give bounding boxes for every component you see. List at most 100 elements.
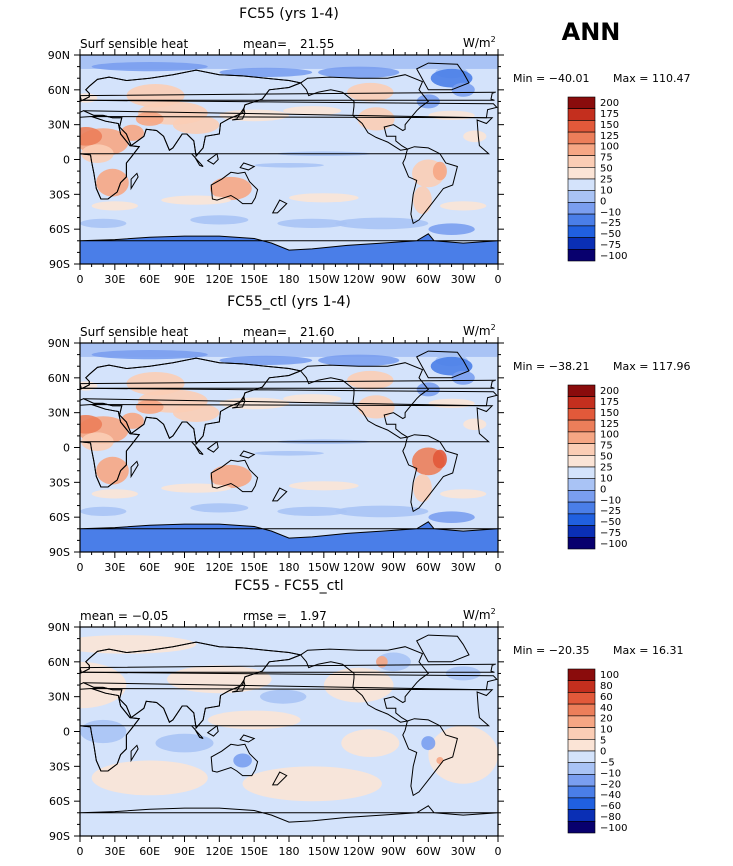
colorbar-box: [567, 478, 596, 491]
field-patch: [428, 223, 475, 235]
colorbar-label: 100: [600, 670, 619, 681]
coastline-antarctica: [80, 233, 498, 251]
colorbar-box: [567, 396, 596, 409]
colorbar-label: 25: [600, 175, 613, 186]
colorbar-box: [567, 668, 596, 681]
colorbar-box: [567, 692, 596, 705]
coastline: [82, 69, 498, 158]
field-patch: [463, 130, 487, 143]
units-label: W/m2: [463, 607, 496, 622]
colorbar-box: [567, 155, 596, 168]
lon-tick-label: 0: [495, 273, 502, 286]
colorbar-box: [567, 237, 596, 250]
field-patch: [335, 505, 429, 518]
lat-tick-label: 30S: [49, 760, 70, 773]
field-patch: [428, 110, 475, 120]
colorbar-label: −25: [600, 218, 621, 229]
field-patch: [91, 201, 138, 211]
lat-tick-label: 90S: [49, 258, 70, 271]
coastline: [416, 350, 470, 379]
colorbar-box: [567, 738, 596, 752]
colorbar-label: 20: [600, 714, 613, 725]
colorbar-label: 60: [600, 692, 613, 703]
panel-stat-value: 21.60: [300, 325, 334, 339]
coastline: [402, 146, 459, 225]
max-label: Max = 117.96: [613, 360, 690, 373]
field-patch: [277, 506, 348, 516]
colorbar-label: 0: [600, 196, 606, 207]
lat-tick-label: 60N: [48, 372, 70, 385]
coastline: [271, 771, 288, 786]
coastline: [130, 172, 139, 191]
coastline: [206, 724, 219, 737]
panel-stat-label: mean=: [243, 37, 287, 51]
colorbar-box: [567, 213, 596, 227]
lon-tick-label: 0: [77, 561, 84, 574]
field-patch: [421, 736, 436, 751]
lat-tick-label: 60N: [48, 656, 70, 669]
lon-tick-label: 60W: [416, 561, 441, 574]
lon-tick-label: 0: [495, 845, 502, 858]
coastline: [191, 725, 204, 739]
lon-tick-label: 120E: [205, 273, 233, 286]
field-patch: [318, 354, 400, 367]
field-patch: [155, 733, 214, 753]
field-patch: [283, 106, 342, 116]
colorbar-label: 25: [600, 463, 613, 474]
colorbar-label: 125: [600, 131, 619, 142]
colorbar-label: 100: [600, 430, 619, 441]
field-patch: [80, 127, 103, 146]
field-patch: [91, 489, 138, 499]
lon-tick-label: 90W: [381, 561, 406, 574]
field-patch: [96, 456, 129, 485]
colorbar-label: −10: [600, 495, 621, 506]
lon-tick-label: 30W: [451, 845, 476, 858]
antarctica-field: [80, 521, 498, 552]
field-patch: [190, 215, 249, 225]
lon-tick-label: 120W: [343, 561, 375, 574]
field-patch: [120, 412, 144, 429]
coastline: [402, 434, 459, 513]
coastline-antarctica: [80, 521, 498, 539]
field-patch: [436, 757, 444, 764]
colorbar-label: −75: [600, 528, 621, 539]
lon-tick-label: 60E: [139, 845, 160, 858]
panel-left-label: mean = −0.05: [80, 609, 169, 623]
colorbar-box: [567, 536, 596, 550]
colorbar-label: −25: [600, 506, 621, 517]
panel-stat-label: rmse =: [243, 609, 287, 623]
panel-stat-value: 1.97: [300, 609, 327, 623]
coastline: [206, 152, 219, 165]
field-patch: [445, 666, 481, 681]
lat-tick-label: 60S: [49, 223, 70, 236]
lon-tick-label: 90E: [174, 845, 195, 858]
lon-tick-label: 120W: [343, 845, 375, 858]
field-patch: [283, 394, 342, 404]
coastlines: [80, 634, 498, 823]
lon-tick-label: 30W: [451, 561, 476, 574]
lat-tick-label: 30S: [49, 476, 70, 489]
map-panel-2: FC55_ctl (yrs 1-4) Surf sensible heat mean…: [48, 294, 691, 574]
lon-tick-label: 150E: [240, 561, 268, 574]
field-patch: [289, 193, 359, 203]
panel-title: FC55_ctl (yrs 1-4): [227, 294, 351, 310]
field-patch: [357, 107, 395, 131]
colorbar-box: [567, 785, 596, 799]
colorbar-box: [567, 419, 596, 433]
field-south: [80, 257, 498, 264]
lat-tick-label: 60N: [48, 84, 70, 97]
colorbar-label: −40: [600, 790, 621, 801]
colorbar-box: [567, 249, 596, 262]
field-patch: [91, 350, 208, 360]
field-patch: [80, 635, 197, 654]
coastline: [210, 743, 259, 777]
units-label: W/m2: [463, 35, 496, 50]
field-patch: [120, 124, 144, 141]
colorbar-label: 50: [600, 164, 613, 175]
colorbar-label: 175: [600, 109, 619, 120]
coastline: [271, 487, 288, 502]
lon-tick-label: 120W: [343, 273, 375, 286]
field-patch: [318, 66, 400, 79]
field-patch: [91, 760, 208, 796]
